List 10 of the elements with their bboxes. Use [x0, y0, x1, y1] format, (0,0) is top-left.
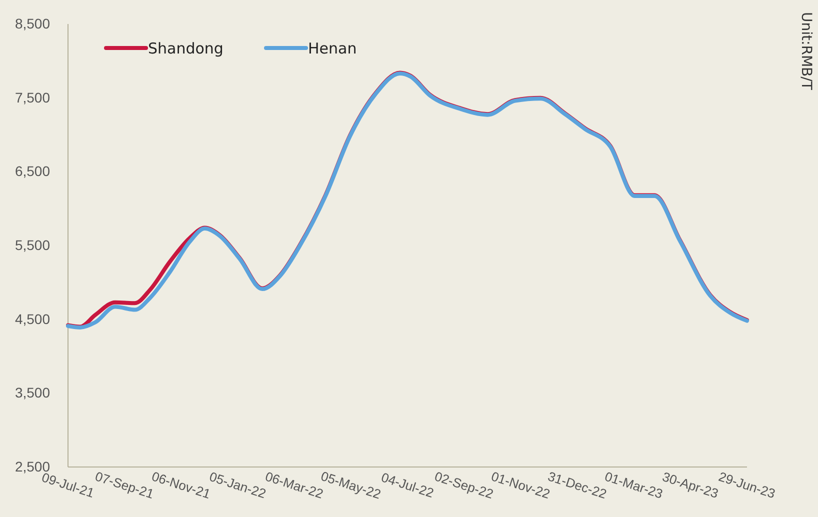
y-tick-label: 2,500 [14, 458, 50, 474]
legend-label: Shandong [148, 39, 224, 58]
text: Unit:RMB/T [798, 12, 814, 90]
legend-label: Henan [308, 39, 357, 58]
y-tick-label: 8,500 [14, 15, 50, 32]
y-tick-label: 3,500 [14, 384, 50, 401]
y-tick-label: 4,500 [14, 310, 50, 327]
y-tick-label: 7,500 [14, 89, 50, 106]
y-tick-label: 5,500 [14, 236, 50, 253]
y-tick-label: 6,500 [14, 163, 50, 180]
